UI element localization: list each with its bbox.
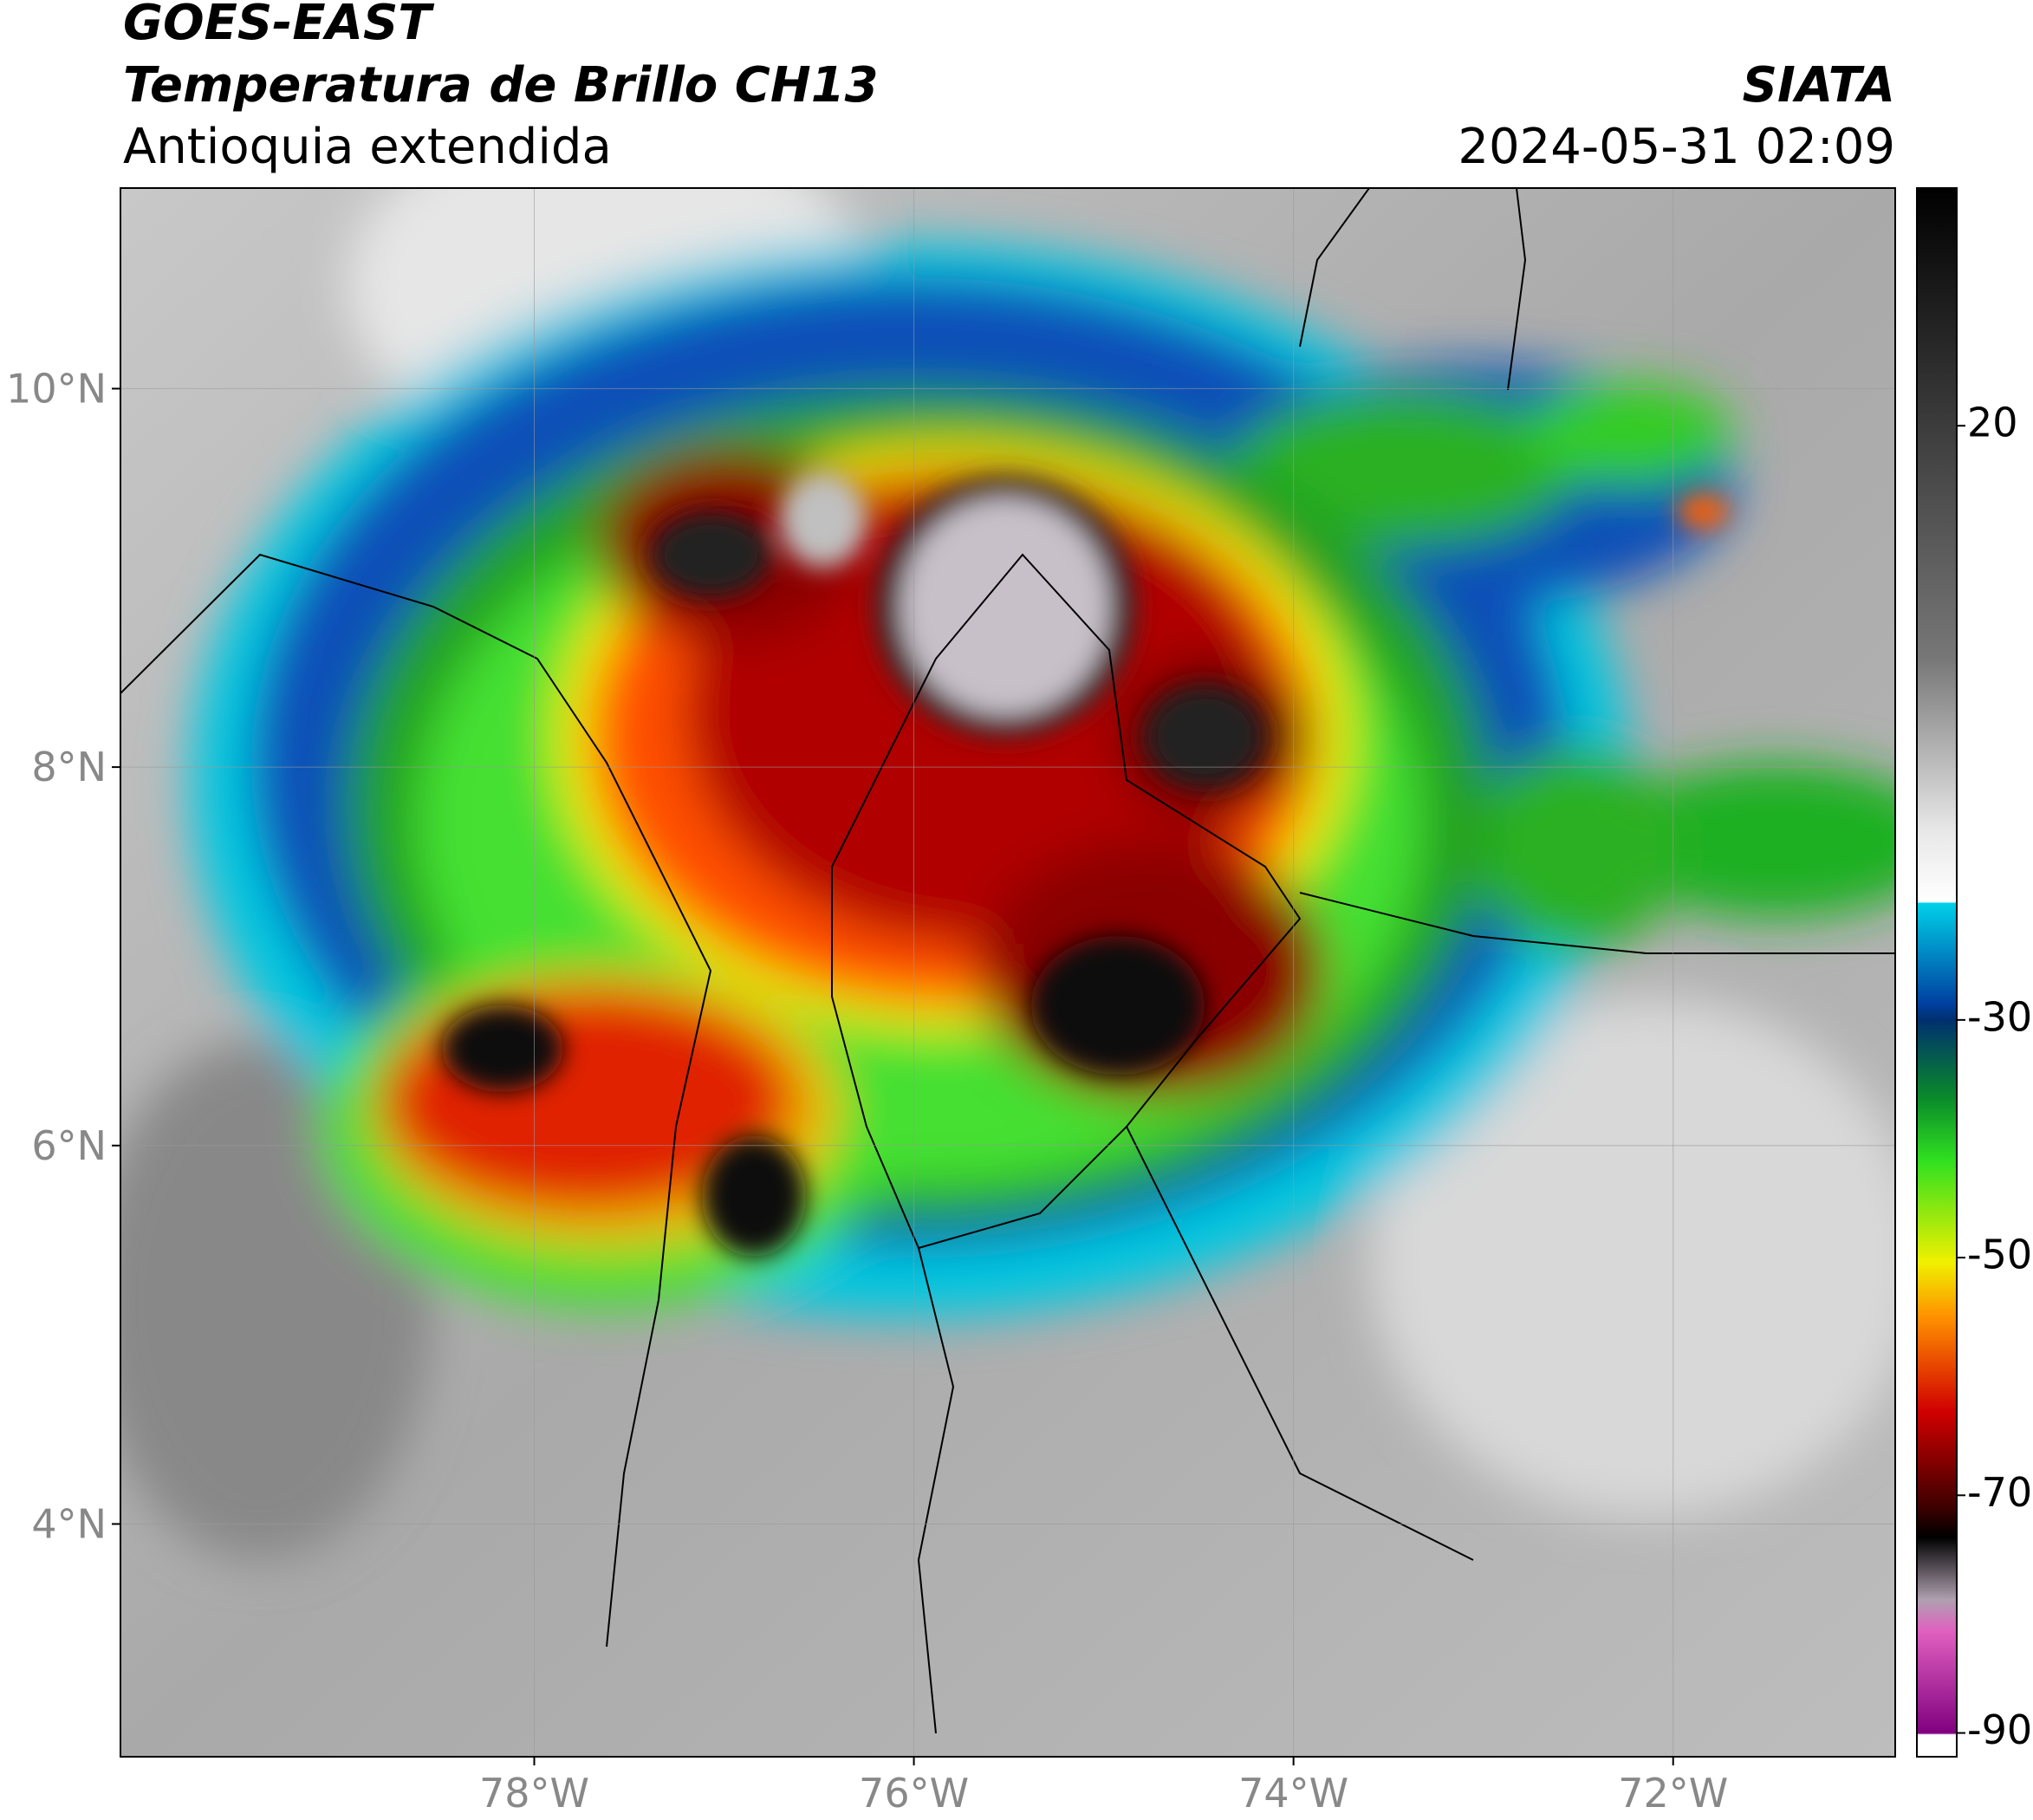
x-tick-label: 78°W [479, 1770, 589, 1817]
map-frame [120, 187, 1896, 1758]
colorbar-tick-label: -50 [1967, 1232, 2032, 1278]
colorbar-tick-label: -70 [1967, 1469, 2032, 1516]
y-tick-label: 6°N [31, 1122, 107, 1169]
x-tick-label: 72°W [1618, 1770, 1728, 1817]
y-tick-label: 4°N [31, 1500, 107, 1547]
satellite-image [120, 188, 1895, 1757]
title: GOES-EAST [123, 0, 434, 51]
y-tick-label: 8°N [31, 744, 107, 790]
subtitle: Temperatura de Brillo CH13 [123, 57, 879, 114]
colorbar-tick-label: 20 [1967, 400, 2018, 446]
colorbar [1916, 187, 1958, 1758]
datetime: 2024-05-31 02:09 [1458, 119, 1895, 175]
colorbar-tick-label: -90 [1967, 1706, 2032, 1753]
source: SIATA [1743, 57, 1895, 114]
region: Antioquia extendida [123, 119, 612, 175]
borders [120, 188, 1895, 1734]
x-tick-label: 76°W [859, 1770, 969, 1817]
x-tick-label: 74°W [1238, 1770, 1348, 1817]
y-tick-label: 10°N [6, 365, 107, 412]
colorbar-tick-label: -30 [1967, 993, 2032, 1040]
